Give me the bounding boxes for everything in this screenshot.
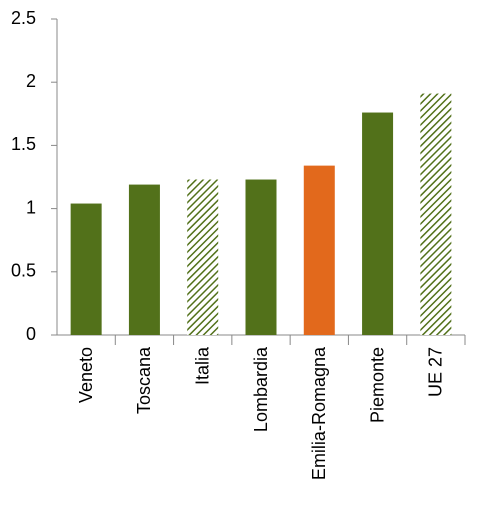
y-tick-label: 0.5 (11, 261, 36, 281)
bar (245, 179, 277, 335)
x-tick-label: Toscana (134, 346, 154, 414)
y-tick-label: 2 (26, 71, 36, 91)
x-tick-label: Italia (192, 346, 212, 385)
x-tick-label: UE 27 (426, 347, 446, 397)
bar (420, 93, 452, 336)
bar (303, 165, 335, 335)
bar (187, 179, 219, 335)
y-tick-label: 1.5 (11, 134, 36, 154)
x-tick-label: Emilia-Romagna (309, 346, 329, 480)
bar (70, 203, 102, 335)
x-tick-label: Piemonte (367, 347, 387, 423)
x-tick-label: Lombardia (251, 346, 271, 432)
x-tick-label: Veneto (76, 347, 96, 403)
y-tick-label: 1 (26, 197, 36, 217)
y-tick-label: 0 (26, 324, 36, 344)
bar (128, 184, 160, 335)
y-tick-label: 2.5 (11, 8, 36, 28)
bar (362, 112, 394, 335)
